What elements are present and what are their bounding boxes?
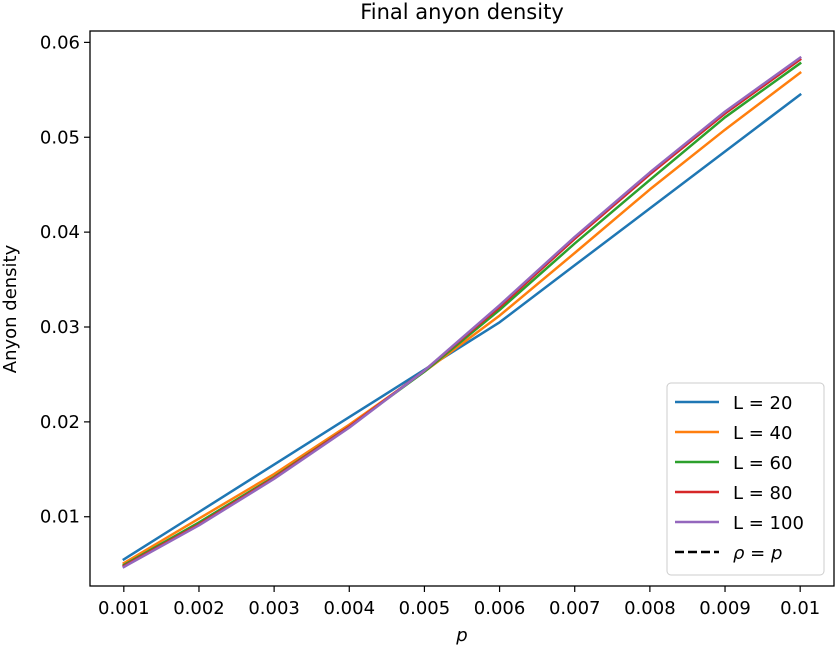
x-tick-label: 0.01 (780, 598, 820, 619)
legend-label-4: L = 80 (733, 483, 792, 504)
legend-entries: L = 20 L = 40 L = 60 L = 80 L = 100 (675, 393, 804, 534)
legend-label-1: L = 20 (733, 393, 792, 414)
plot-lines (122, 55, 802, 569)
legend-label-reference: ρ = p (733, 543, 782, 564)
x-tick-label: 0.006 (474, 598, 526, 619)
x-tick-label: 0.003 (248, 598, 300, 619)
x-tick-label: 0.004 (324, 598, 376, 619)
x-tick-label: 0.002 (173, 598, 225, 619)
y-tick-label: 0.01 (40, 507, 80, 528)
y-tick-label: 0.02 (40, 412, 80, 433)
plot-frame (89, 30, 835, 587)
series-line-2 (122, 70, 802, 565)
y-tick-label: 0.04 (40, 222, 80, 243)
legend-label-5: L = 100 (733, 513, 804, 534)
y-axis-ticks: 0.01 0.02 0.03 0.04 0.05 0.06 (40, 32, 90, 528)
y-axis-label: Anyon density (0, 244, 21, 373)
y-tick-label: 0.05 (40, 127, 80, 148)
series-line-5 (122, 55, 802, 569)
reference-symbol-p: p (770, 543, 782, 564)
chart-title: Final anyon density (360, 0, 564, 24)
series-line-1 (122, 92, 802, 562)
reference-symbol-rho: ρ (733, 543, 745, 564)
x-tick-label: 0.001 (98, 598, 150, 619)
legend-label-2: L = 40 (733, 423, 792, 444)
x-axis-label: p (455, 625, 467, 646)
x-tick-label: 0.008 (624, 598, 676, 619)
x-axis-ticks: 0.001 0.002 0.003 0.004 0.005 0.006 0.007 0.008… (98, 586, 820, 619)
x-tick-label: 0.009 (699, 598, 751, 619)
x-tick-label: 0.005 (399, 598, 451, 619)
y-tick-label: 0.03 (40, 317, 80, 338)
legend: L = 20 L = 40 L = 60 L = 80 L = 100 ρ = p (666, 382, 825, 576)
x-tick-label: 0.007 (549, 598, 601, 619)
reference-operator: = (744, 543, 771, 564)
legend-label-3: L = 60 (733, 453, 792, 474)
y-tick-label: 0.06 (40, 32, 80, 53)
